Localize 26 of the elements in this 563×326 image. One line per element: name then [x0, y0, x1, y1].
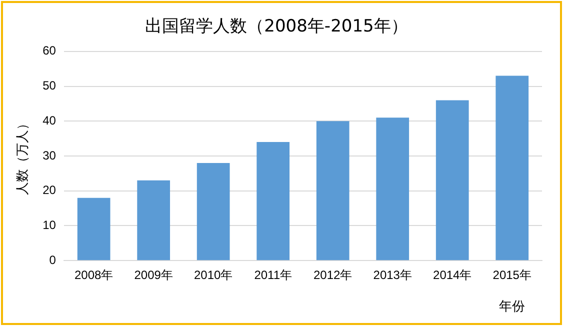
x-tick-label: 2009年	[134, 268, 173, 282]
x-tick-label: 2008年	[74, 268, 114, 282]
x-tick-label: 2014年	[433, 268, 472, 282]
x-tick-label: 2011年	[254, 268, 292, 282]
x-tick-label: 2013年	[373, 268, 412, 282]
bar	[496, 76, 529, 260]
bar	[77, 198, 110, 260]
y-tick-label: 50	[42, 78, 56, 93]
y-tick-label: 0	[49, 252, 56, 267]
chart-title: 出国留学人数（2008年-2015年）	[145, 16, 408, 37]
bar	[137, 180, 170, 260]
y-tick-label: 10	[42, 218, 56, 232]
x-tick-label: 2010年	[194, 268, 233, 282]
y-axis-title: 人数（万人）	[14, 117, 30, 195]
bar	[436, 100, 469, 260]
x-tick-label: 2015年	[492, 268, 532, 282]
y-tick-label: 40	[42, 113, 56, 128]
bar	[196, 162, 230, 260]
x-axis-title: 年份	[499, 299, 526, 314]
y-tick-label: 20	[42, 183, 56, 198]
x-tick-label: 2012年	[314, 268, 352, 282]
y-tick-label: 30	[42, 148, 56, 162]
bar	[256, 142, 290, 260]
y-tick-label: 60	[42, 44, 56, 58]
bar	[376, 118, 410, 260]
bar	[316, 121, 350, 260]
